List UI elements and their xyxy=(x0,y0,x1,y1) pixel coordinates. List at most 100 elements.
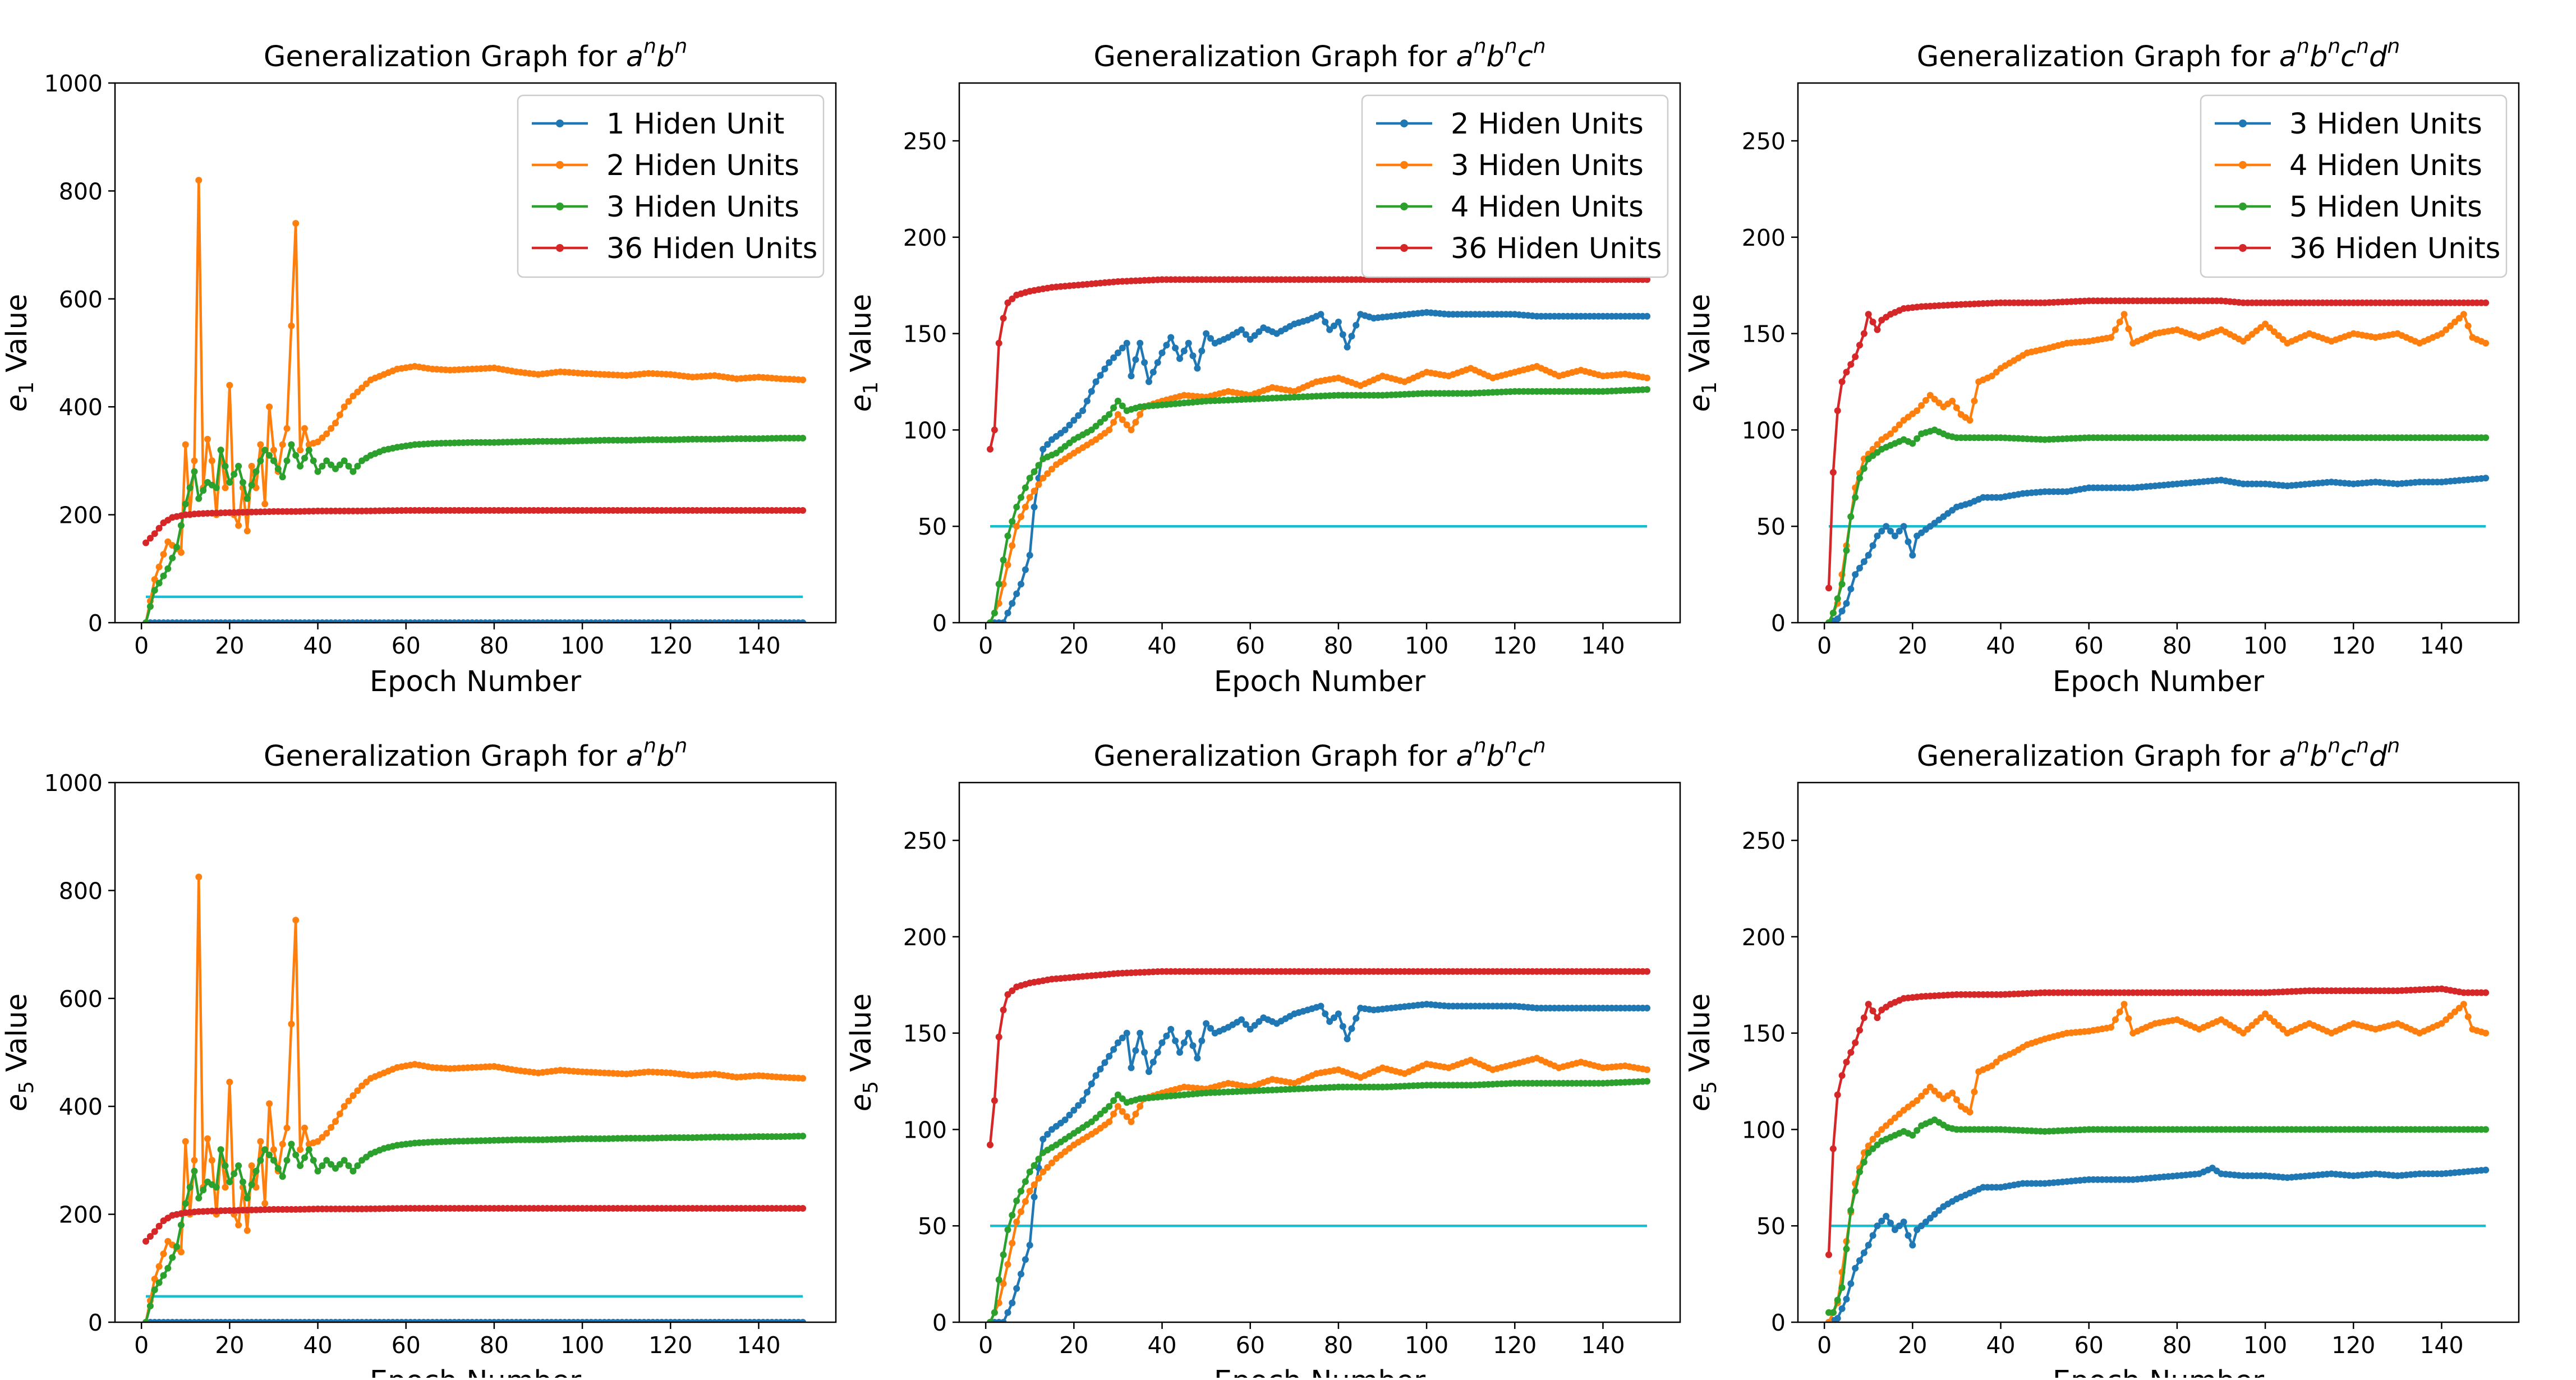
data-point xyxy=(1918,1092,1925,1100)
data-point xyxy=(1110,1110,1117,1117)
data-point xyxy=(799,376,807,384)
data-point xyxy=(2244,1025,2251,1033)
data-point xyxy=(1128,372,1135,380)
data-point xyxy=(182,1138,189,1145)
data-point xyxy=(2482,1029,2490,1037)
data-point xyxy=(1035,481,1042,488)
data-point xyxy=(1825,619,1832,623)
data-point xyxy=(1918,1222,1925,1230)
data-point xyxy=(354,1087,361,1094)
data-point xyxy=(323,430,330,438)
data-point xyxy=(1255,328,1263,335)
y-tick-label: 0 xyxy=(88,1309,103,1336)
data-point xyxy=(1856,564,1863,572)
data-point xyxy=(1874,1141,1881,1148)
data-point xyxy=(1353,321,1360,329)
title-math-base: a xyxy=(626,740,643,773)
data-point xyxy=(341,1103,348,1110)
data-point xyxy=(146,1303,154,1310)
data-point xyxy=(164,1264,172,1272)
data-point xyxy=(1092,1114,1100,1121)
data-point xyxy=(2464,322,2472,329)
series-line xyxy=(990,311,1648,623)
title-math-base: a xyxy=(2279,740,2297,773)
data-point xyxy=(1031,468,1038,475)
data-point xyxy=(1847,1207,1855,1214)
x-tick-label: 140 xyxy=(2419,632,2463,659)
data-point xyxy=(1018,513,1024,520)
data-point xyxy=(305,1146,312,1153)
data-point xyxy=(231,1170,238,1177)
legend-swatch-marker xyxy=(1400,203,1408,210)
data-point xyxy=(1971,397,1978,404)
data-point xyxy=(1317,1002,1324,1010)
data-point xyxy=(191,1157,198,1164)
data-point xyxy=(1000,619,1007,623)
data-point xyxy=(231,471,238,478)
x-tick-label: 0 xyxy=(134,632,149,659)
data-point xyxy=(248,1162,255,1169)
data-point xyxy=(991,1309,998,1316)
data-point xyxy=(1009,1212,1016,1219)
data-point xyxy=(363,1078,370,1085)
data-point xyxy=(1926,1215,1934,1222)
data-point xyxy=(1009,1299,1016,1307)
x-tick-label: 100 xyxy=(2243,1332,2287,1359)
data-point xyxy=(261,1200,269,1207)
data-point xyxy=(1048,466,1055,473)
data-point xyxy=(1913,1097,1921,1104)
data-point xyxy=(1852,494,1859,501)
x-tick-label: 20 xyxy=(215,632,244,659)
data-point xyxy=(177,1248,185,1255)
data-point xyxy=(177,522,185,529)
x-tick-label: 20 xyxy=(1898,632,1927,659)
data-point xyxy=(1887,430,1894,438)
data-point xyxy=(2442,326,2450,333)
data-point xyxy=(1185,339,1192,347)
data-point xyxy=(1137,339,1144,347)
y-tick-label: 400 xyxy=(59,394,103,421)
data-point xyxy=(1022,1256,1029,1263)
legend: 2 Hiden Units 3 Hiden Units 4 Hiden Units 3… xyxy=(1361,94,1669,278)
data-point xyxy=(1829,1145,1837,1152)
x-tick-label: 120 xyxy=(2331,632,2375,659)
data-point xyxy=(1856,1027,1863,1034)
data-point xyxy=(1176,355,1183,362)
data-point xyxy=(1644,276,1651,283)
title-math-superscript: n xyxy=(2356,734,2369,757)
axes-frame xyxy=(958,781,1681,1323)
data-point xyxy=(208,1157,215,1164)
data-point xyxy=(2447,1012,2454,1019)
data-point xyxy=(1825,1251,1832,1258)
data-point xyxy=(1838,378,1846,385)
data-point xyxy=(1644,1066,1651,1073)
x-axis-label: Epoch Number xyxy=(1214,1365,1425,1378)
data-point xyxy=(288,322,295,329)
data-point xyxy=(1000,1251,1007,1258)
data-point xyxy=(1128,426,1135,434)
data-point xyxy=(146,535,154,542)
data-point xyxy=(799,435,807,441)
y-tick-label: 200 xyxy=(59,1202,103,1229)
data-point xyxy=(2262,1010,2269,1018)
data-point xyxy=(1834,407,1841,415)
legend-entry-label: 3 Hiden Units xyxy=(2289,108,2482,141)
data-point xyxy=(1101,365,1108,372)
data-point xyxy=(314,468,321,475)
axes-frame xyxy=(958,82,1681,624)
data-point xyxy=(155,525,163,532)
data-point xyxy=(1154,1049,1161,1056)
data-point xyxy=(987,1319,993,1322)
data-point xyxy=(2125,325,2132,333)
data-point xyxy=(279,441,286,448)
data-point xyxy=(1926,392,1934,399)
data-point xyxy=(288,1140,295,1148)
data-point xyxy=(1322,1010,1329,1018)
axes-frame xyxy=(114,781,837,1323)
data-point xyxy=(1141,359,1148,366)
data-point xyxy=(1829,469,1837,476)
data-point xyxy=(1843,1295,1850,1303)
title-math-superscript: n xyxy=(2297,734,2310,757)
